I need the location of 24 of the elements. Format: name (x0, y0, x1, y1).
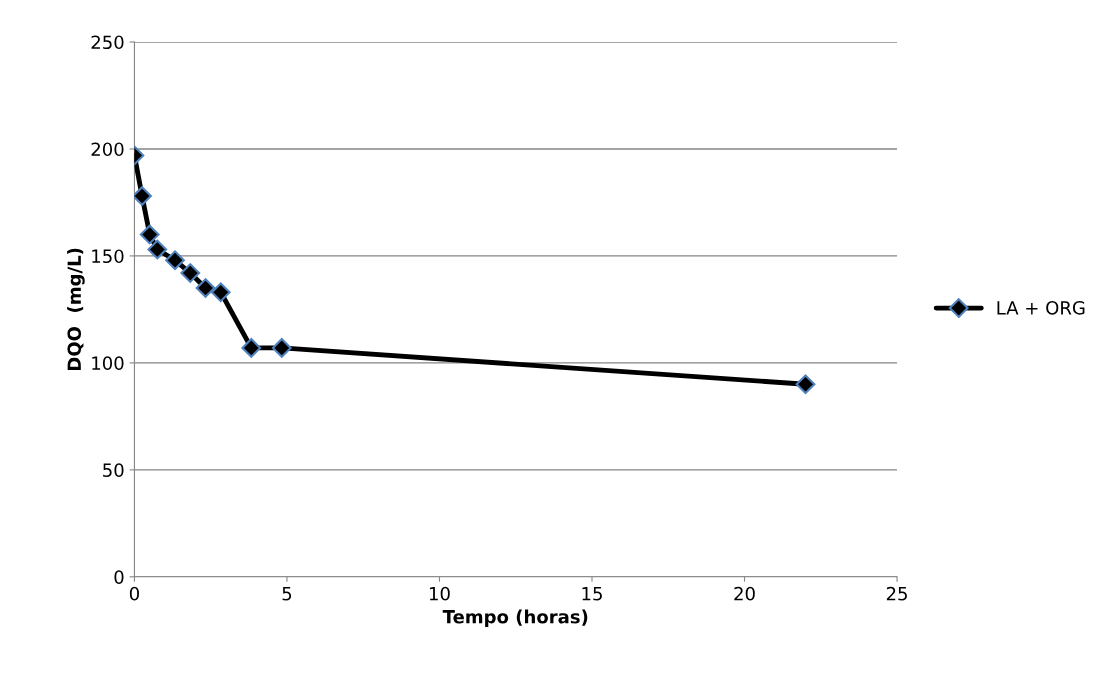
y-tick-label: 0 (114, 570, 124, 584)
point (147, 239, 168, 260)
y-tick-label: 200 (91, 142, 124, 157)
point (180, 263, 201, 283)
x-tick-label: 25 (886, 586, 907, 601)
point (139, 224, 160, 245)
x-tick-label: 10 (429, 586, 450, 601)
y-tick-label: 250 (91, 35, 124, 50)
x-tick-label: 15 (582, 587, 602, 601)
legend-label: LA + ORG (997, 300, 1085, 315)
y-tick-label: 50 (103, 463, 124, 477)
y-axis-title: DQO (mg/L) (67, 248, 85, 371)
point (241, 338, 262, 358)
x-tick-label: 5 (282, 587, 292, 601)
x-tick-label: 20 (734, 586, 755, 601)
point (165, 250, 185, 271)
y-tick-label: 100 (92, 356, 124, 370)
point (271, 338, 292, 358)
x-tick-label: 0 (129, 586, 139, 601)
point (195, 278, 216, 298)
point (795, 374, 816, 395)
y-tick-label: 150 (92, 249, 124, 264)
point (210, 282, 231, 303)
x-axis-title: Tempo (horas) (442, 609, 588, 628)
